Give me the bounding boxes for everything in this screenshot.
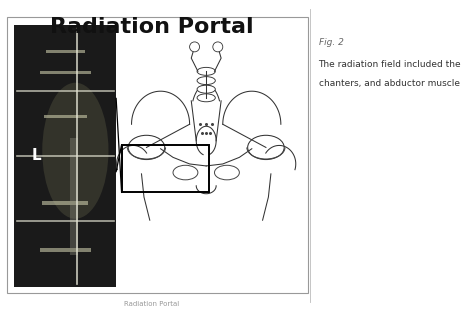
Bar <box>40 71 91 74</box>
Text: Fig. 2: Fig. 2 <box>319 38 343 47</box>
Bar <box>14 25 116 287</box>
Ellipse shape <box>197 77 215 84</box>
Text: Radiation Portal: Radiation Portal <box>50 17 254 37</box>
Bar <box>44 115 87 118</box>
Ellipse shape <box>213 42 223 52</box>
Bar <box>121 145 209 192</box>
Bar <box>46 50 84 53</box>
Bar <box>40 249 91 252</box>
Ellipse shape <box>190 42 200 52</box>
Text: L: L <box>32 148 41 163</box>
Ellipse shape <box>173 165 198 180</box>
Text: The radiation field included the: The radiation field included the <box>319 60 461 69</box>
Ellipse shape <box>214 165 239 180</box>
Text: chanters, and abductor muscle: chanters, and abductor muscle <box>319 79 459 88</box>
Text: Radiation Portal: Radiation Portal <box>124 301 179 307</box>
Circle shape <box>128 135 165 159</box>
Ellipse shape <box>197 67 215 75</box>
Ellipse shape <box>42 83 109 219</box>
Bar <box>42 201 88 204</box>
Ellipse shape <box>197 94 215 102</box>
Bar <box>70 138 78 255</box>
Ellipse shape <box>197 85 215 93</box>
Circle shape <box>247 135 284 159</box>
Bar <box>7 17 308 293</box>
